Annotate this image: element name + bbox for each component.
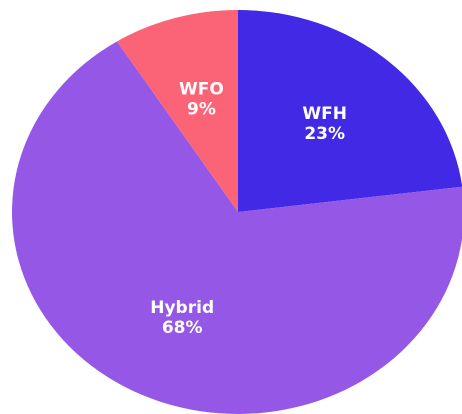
slice-label: WFO xyxy=(179,79,224,99)
slice-value-label: 9% xyxy=(187,99,216,119)
slice-label: WFH xyxy=(302,104,347,124)
pie-slice xyxy=(116,10,238,212)
pie-slice xyxy=(238,10,462,212)
pie-slice xyxy=(12,41,462,414)
slice-value-label: 68% xyxy=(162,318,203,338)
slice-label: Hybrid xyxy=(150,298,214,318)
slice-value-label: 23% xyxy=(304,124,345,144)
